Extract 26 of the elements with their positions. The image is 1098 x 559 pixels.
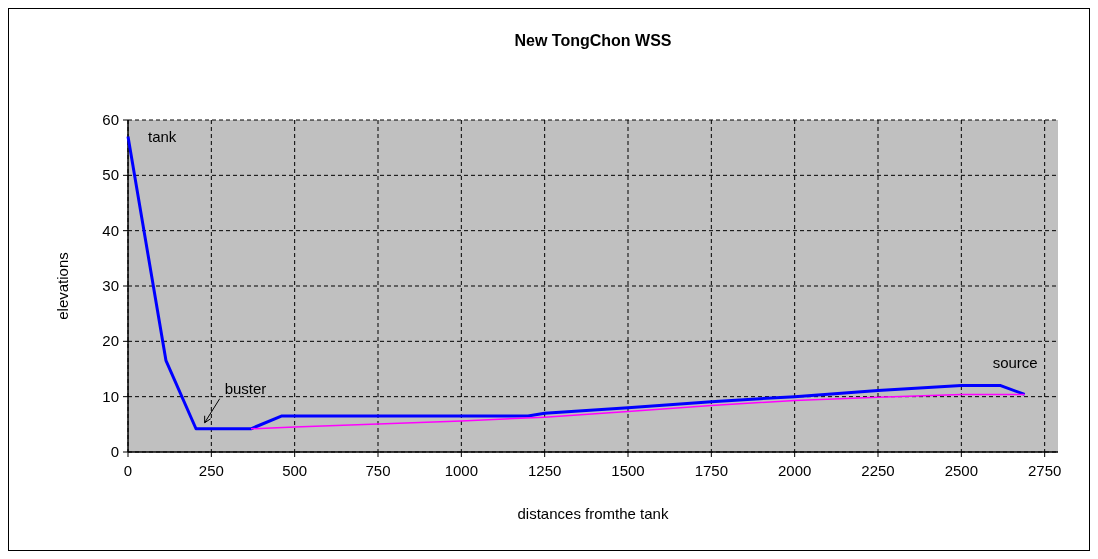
y-tick-label: 30 <box>102 277 119 294</box>
y-axis-title: elevations <box>54 252 71 320</box>
x-tick-label: 2750 <box>1027 462 1062 479</box>
x-tick-label: 1000 <box>444 462 479 479</box>
annotation: tank <box>148 127 177 145</box>
x-tick-label: 2000 <box>777 462 812 479</box>
x-tick-label: 500 <box>282 462 308 479</box>
annotation: buster <box>224 379 267 397</box>
y-tick-label: 0 <box>110 443 119 460</box>
x-tick-label: 1750 <box>694 462 729 479</box>
x-tick-label: 1500 <box>611 462 645 479</box>
y-tick-label: 10 <box>102 387 119 405</box>
chart-title: New TongChon WSS <box>514 32 672 49</box>
x-tick-label: 0 <box>123 462 133 479</box>
x-tick-label: 250 <box>198 462 224 479</box>
x-tick-label: 2500 <box>944 462 979 479</box>
y-tick-label: 60 <box>102 111 119 128</box>
annotation: source <box>992 353 1038 371</box>
x-tick-label: 750 <box>365 462 391 479</box>
x-tick-label: 2250 <box>861 462 895 479</box>
x-axis-title: distances fromthe tank <box>517 505 669 522</box>
y-tick-label: 20 <box>102 332 119 350</box>
x-tick-label: 1250 <box>527 462 562 479</box>
y-tick-label: 50 <box>102 166 119 184</box>
line-series <box>250 393 1026 430</box>
y-tick-label: 40 <box>102 221 119 239</box>
